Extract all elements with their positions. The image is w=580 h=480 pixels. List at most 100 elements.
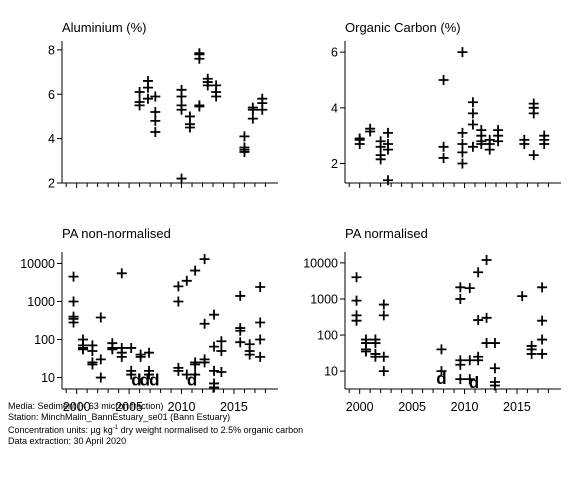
- data-point: [354, 133, 365, 144]
- data-point: [68, 317, 79, 328]
- data-point: [537, 334, 548, 345]
- data-point: [144, 347, 155, 358]
- data-point: [537, 348, 548, 359]
- data-point: [375, 136, 386, 147]
- data-point: [457, 47, 468, 58]
- data-point: [255, 282, 266, 293]
- data-point: [150, 107, 161, 117]
- x-tick-label: 2000: [346, 400, 374, 414]
- x-tick-label: 2010: [168, 400, 196, 414]
- data-point: [134, 87, 145, 98]
- data-point: [247, 113, 258, 124]
- data-point: [351, 315, 362, 326]
- data-point: [235, 290, 246, 301]
- data-point: [467, 119, 478, 130]
- data-point: [481, 255, 492, 266]
- footer: Media: Sediment (< 63 micron fraction) S…: [8, 401, 303, 447]
- data-point: [467, 97, 478, 108]
- data-point: [239, 142, 250, 153]
- data-point: [255, 334, 266, 345]
- chart-title: Organic Carbon (%): [345, 20, 461, 35]
- data-point: [199, 357, 210, 368]
- data-point: [116, 268, 127, 279]
- data-point: [87, 345, 98, 356]
- footer-extraction: Data extraction: 30 April 2020: [8, 436, 127, 446]
- data-point: [370, 338, 381, 349]
- data-point: [176, 173, 187, 184]
- chart-title: Aluminium (%): [62, 20, 147, 35]
- data-point: [455, 293, 466, 304]
- data-point: [126, 342, 137, 353]
- data-point: [455, 282, 466, 293]
- footer-units-suffix: dry weight normalised to 2.5% organic ca…: [118, 425, 304, 435]
- data-point: [382, 127, 393, 138]
- data-point: [150, 91, 161, 102]
- data-point: [481, 338, 492, 349]
- data-point: [134, 97, 145, 108]
- data-point: [95, 354, 106, 365]
- y-tick-label: 2: [331, 157, 338, 171]
- less-than-detection-marker: d: [131, 370, 141, 389]
- panel-4: PA normalised 10 100 1000 10000 2000 2005 2010 2…: [303, 226, 561, 414]
- y-tick-label: 10000: [303, 256, 338, 270]
- data-point: [351, 272, 362, 283]
- data-point: [519, 134, 530, 145]
- data-point: [199, 318, 210, 329]
- data-point: [150, 126, 161, 137]
- data-point: [467, 141, 478, 152]
- data-point: [382, 139, 393, 150]
- data-point: [194, 48, 205, 59]
- data-point: [476, 125, 487, 136]
- data-point: [382, 175, 393, 186]
- data-point: [150, 115, 161, 126]
- footer-units-prefix: Concentration units: µg kg: [8, 425, 113, 435]
- less-than-detection-marker: d: [436, 369, 446, 388]
- data-point: [436, 366, 447, 377]
- data-point: [176, 84, 187, 95]
- data-point: [528, 98, 539, 109]
- data-point: [244, 349, 255, 360]
- panel-3: PA non-normalised 10 100 1000 10000 2000 2005 2…: [20, 226, 278, 414]
- data-point: [255, 351, 266, 362]
- data-point: [489, 338, 500, 349]
- y-tick-label: 1000: [310, 292, 338, 306]
- y-tick-label: 4: [48, 132, 55, 146]
- less-than-detection-marker: d: [140, 370, 150, 389]
- data-point: [239, 131, 250, 142]
- data-point: [216, 345, 227, 356]
- y-tick-label: 100: [317, 329, 338, 343]
- y-tick-label: 2: [48, 177, 55, 191]
- data-point: [194, 100, 205, 111]
- data-point: [142, 93, 153, 104]
- data-point: [173, 365, 184, 376]
- data-point: [481, 312, 492, 323]
- data-point: [68, 271, 79, 282]
- less-than-detection-marker: d: [149, 370, 159, 389]
- less-than-detection-marker: d: [469, 373, 479, 392]
- data-point: [181, 275, 192, 286]
- data-point: [209, 365, 220, 376]
- data-point: [378, 299, 389, 310]
- data-point: [68, 296, 79, 307]
- data-point: [209, 382, 220, 393]
- data-point: [436, 344, 447, 355]
- data-point: [351, 295, 362, 306]
- data-point: [473, 315, 484, 326]
- data-point: [216, 366, 227, 377]
- data-point: [438, 74, 449, 85]
- x-tick-label: 2010: [451, 400, 479, 414]
- data-point: [455, 374, 466, 385]
- data-point: [173, 296, 184, 307]
- data-point: [235, 337, 246, 348]
- footer-units-sup: -1: [112, 425, 119, 431]
- data-point: [537, 315, 548, 326]
- data-point: [209, 341, 220, 352]
- data-point: [464, 355, 475, 366]
- footer-media: Media: Sediment (< 63 micron fraction): [8, 401, 164, 411]
- data-point: [235, 325, 246, 336]
- y-tick-label: 6: [331, 46, 338, 60]
- data-point: [537, 282, 548, 293]
- chart-title: PA normalised: [345, 226, 428, 241]
- data-point: [202, 73, 213, 84]
- data-point: [190, 369, 201, 380]
